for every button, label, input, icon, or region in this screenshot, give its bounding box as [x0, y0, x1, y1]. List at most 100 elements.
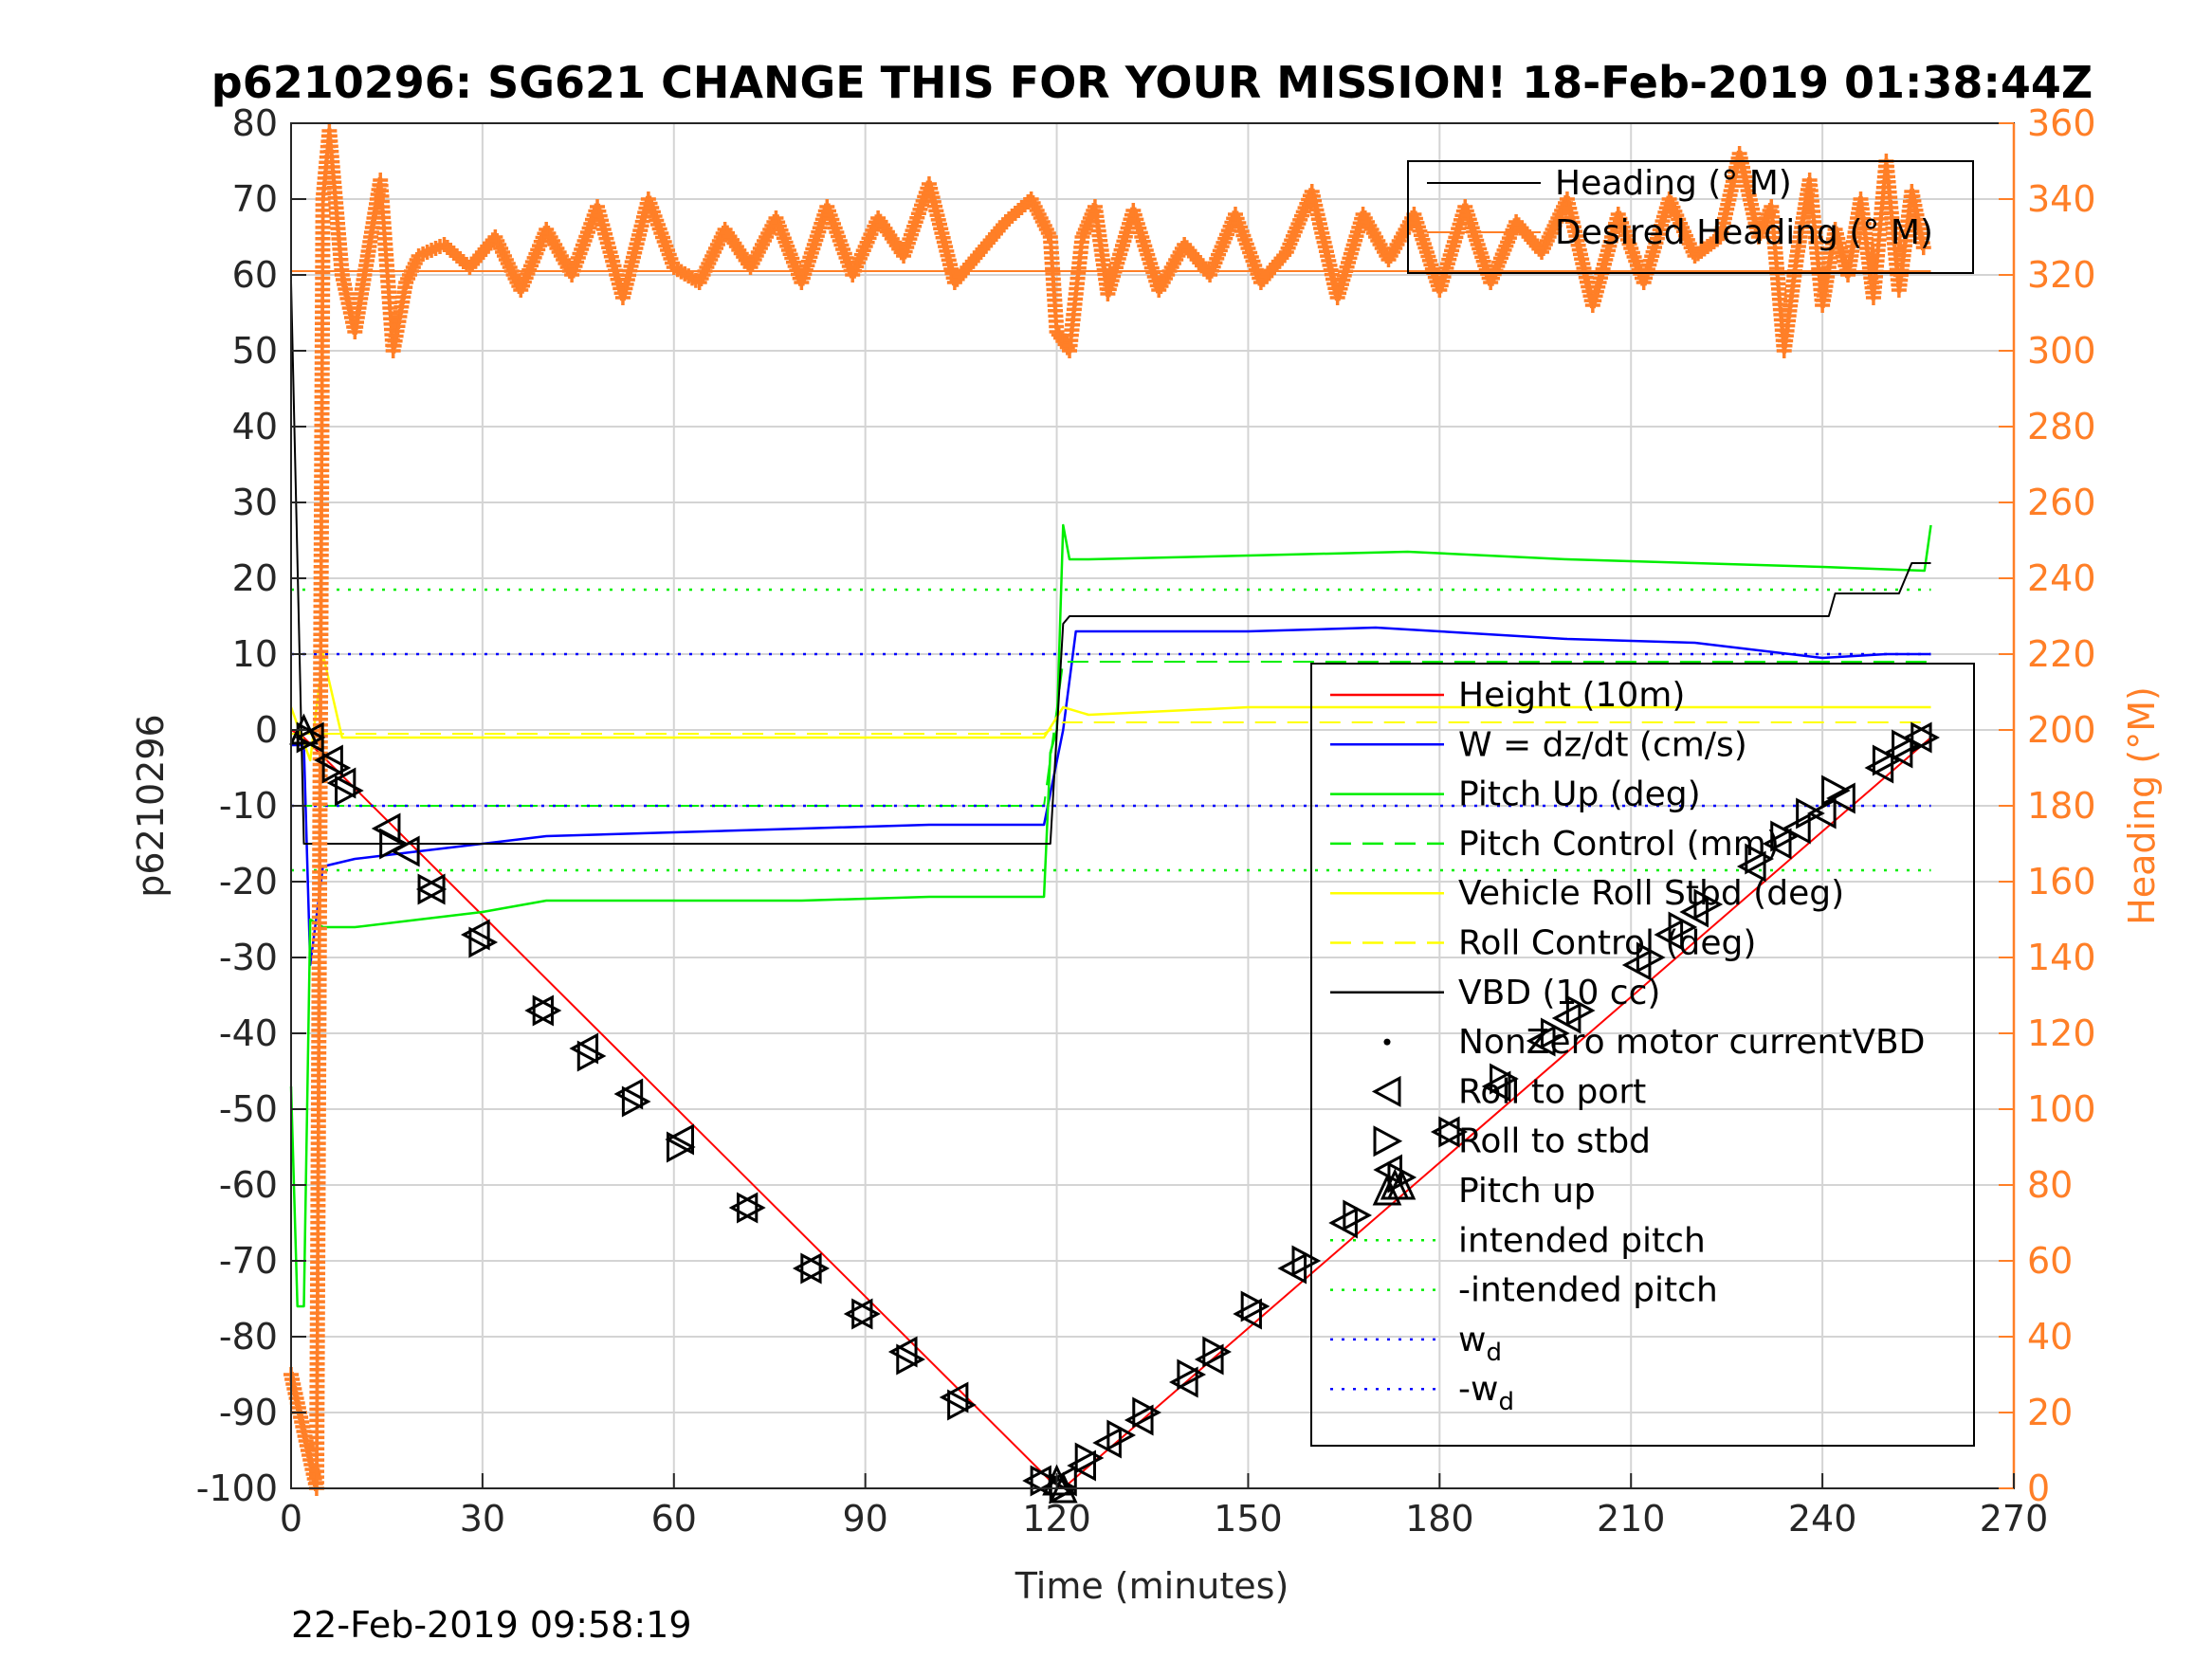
legend-entry-label: Vehicle Roll Stbd (deg) [1458, 874, 1844, 913]
right-tick-label: 140 [2027, 937, 2096, 978]
series-roll-control-deg-line [291, 721, 1931, 735]
x-tick-label: 240 [1788, 1498, 1857, 1540]
right-tick-label: 280 [2027, 406, 2096, 447]
left-tick-label: 70 [232, 178, 278, 220]
right-tick-label: 200 [2027, 709, 2096, 751]
left-tick-label: -40 [219, 1012, 278, 1054]
left-axis: 80 70 60 50 40 30 20 10 0 -10 -20 -30 -40 -50 -60 -70 -8… [196, 102, 306, 1509]
x-tick-label: 210 [1597, 1498, 1666, 1540]
roll-to-stbd-marker [1438, 1116, 1468, 1148]
roll-to-port-marker [1736, 850, 1766, 883]
footer-timestamp: 22-Feb-2019 09:58:19 [291, 1604, 692, 1646]
roll-to-port-marker [728, 1192, 759, 1224]
roll-to-stbd-marker [1291, 1245, 1322, 1277]
right-tick-label: 0 [2027, 1468, 2050, 1509]
series-vehicle-roll-stbd-deg-line [289, 652, 1931, 762]
right-tick-label: 340 [2027, 178, 2096, 220]
heading-legend: Heading (° M) Desired Heading (° M) [1407, 160, 1974, 274]
heading-series [283, 123, 1931, 1496]
x-tick-label: 120 [1022, 1498, 1091, 1540]
roll-to-port-marker [1806, 797, 1837, 830]
x-tick-label: 90 [842, 1498, 887, 1540]
roll-to-stbd-marker [1636, 941, 1666, 974]
legend-entry-label: Pitch up [1458, 1172, 1596, 1211]
roll-to-stbd-marker [1668, 911, 1698, 943]
heading-legend-box [1407, 160, 1974, 274]
roll-to-stbd-marker [576, 1040, 607, 1072]
left-tick-label: -30 [219, 937, 278, 978]
roll-to-stbd-marker [1343, 1199, 1373, 1231]
roll-to-port-marker [1233, 1298, 1262, 1330]
legend-entry-label: Roll to stbd [1458, 1122, 1651, 1161]
legend-entry-label: NonZero motor currentVBD [1458, 1023, 1925, 1062]
left-tick-label: -70 [219, 1240, 278, 1282]
roll-to-port-marker [314, 744, 343, 776]
x-tick-label: 0 [280, 1498, 302, 1540]
x-axis-label: Time (minutes) [1015, 1565, 1289, 1607]
roll-to-stbd-marker [1565, 994, 1596, 1027]
pitch-up-marker [1042, 1464, 1071, 1496]
roll-to-stbd-marker [621, 1085, 651, 1118]
left-tick-label: -80 [219, 1316, 278, 1358]
legend-entry-label: VBD (10 cc) [1458, 974, 1660, 1012]
bottom-axis: 0 30 60 90 120 150 180 210 240 270 [280, 1473, 2048, 1540]
roll-to-stbd-marker [1106, 1419, 1137, 1451]
legend-marker-swatch [1373, 1125, 1403, 1158]
roll-to-stbd-marker [417, 873, 448, 905]
roll-to-stbd-marker [379, 828, 409, 860]
legend-entry-label: Height (10m) [1458, 676, 1685, 715]
roll-to-stbd-marker [896, 1343, 925, 1376]
roll-to-stbd-marker [800, 1252, 830, 1285]
x-tick-label: 60 [651, 1498, 697, 1540]
legend-entry-label: Pitch Control (mm) [1458, 825, 1780, 864]
right-y-axis-label: Heading (°M) [2121, 686, 2163, 925]
plot-area [283, 123, 1940, 1504]
left-y-axis-label: p6210296 [130, 714, 172, 897]
roll-to-stbd-marker [1745, 843, 1774, 875]
left-tick-label: 40 [232, 406, 278, 447]
roll-to-stbd-marker [737, 1192, 766, 1224]
roll-to-stbd-marker [1240, 1290, 1271, 1322]
roll-to-port-marker [939, 1381, 969, 1413]
roll-to-port-marker [613, 1078, 644, 1110]
roll-to-stbd-marker [667, 1131, 696, 1163]
roll-to-stbd-marker [1074, 1442, 1105, 1474]
right-tick-label: 320 [2027, 254, 2096, 296]
roll-to-port-marker [1826, 782, 1856, 814]
main-legend-box [1310, 663, 1975, 1447]
x-tick-label: 180 [1405, 1498, 1474, 1540]
legend-entry-label: Roll to port [1458, 1072, 1646, 1111]
roll-to-port-marker [1481, 1070, 1511, 1103]
roll-to-port-marker [1124, 1404, 1154, 1436]
main-legend: Height (10m) W = dz/dt (cm/s) Pitch Up (de… [1310, 663, 1975, 1447]
right-tick-label: 240 [2027, 557, 2096, 599]
legend-entry-label: W = dz/dt (cm/s) [1458, 725, 1747, 764]
roll-to-port-marker [569, 1032, 599, 1065]
x-tick-label: 270 [1980, 1498, 2049, 1540]
right-tick-label: 180 [2027, 785, 2096, 827]
left-tick-label: 10 [232, 633, 278, 675]
right-axis: 3603403203002802602402202001801601401201… [1999, 102, 2096, 1509]
legend-subscript: d [1498, 1388, 1514, 1416]
left-tick-label: 50 [232, 330, 278, 372]
left-tick-label: 0 [255, 709, 278, 751]
right-tick-label: 360 [2027, 102, 2096, 144]
heading-legend-label: Desired Heading (° M) [1555, 213, 1933, 252]
roll-to-port-marker [524, 994, 554, 1027]
roll-to-stbd-marker [532, 994, 562, 1027]
legend-marker-swatch [1371, 1075, 1401, 1107]
roll-to-stbd-marker [1490, 1063, 1519, 1095]
marker-layer [289, 713, 1940, 1504]
roll-to-stbd-marker [1202, 1336, 1232, 1368]
roll-to-port-marker [792, 1252, 822, 1285]
right-tick-label: 120 [2027, 1012, 2096, 1054]
legend-dot-swatch [1383, 1038, 1391, 1046]
roll-to-port-marker [665, 1123, 695, 1156]
roll-to-stbd-marker [851, 1298, 881, 1330]
left-tick-label: -60 [219, 1164, 278, 1206]
left-tick-label: -20 [219, 861, 278, 902]
right-tick-label: 100 [2027, 1088, 2096, 1130]
left-tick-label: 60 [232, 254, 278, 296]
roll-to-stbd-marker [1892, 729, 1921, 761]
